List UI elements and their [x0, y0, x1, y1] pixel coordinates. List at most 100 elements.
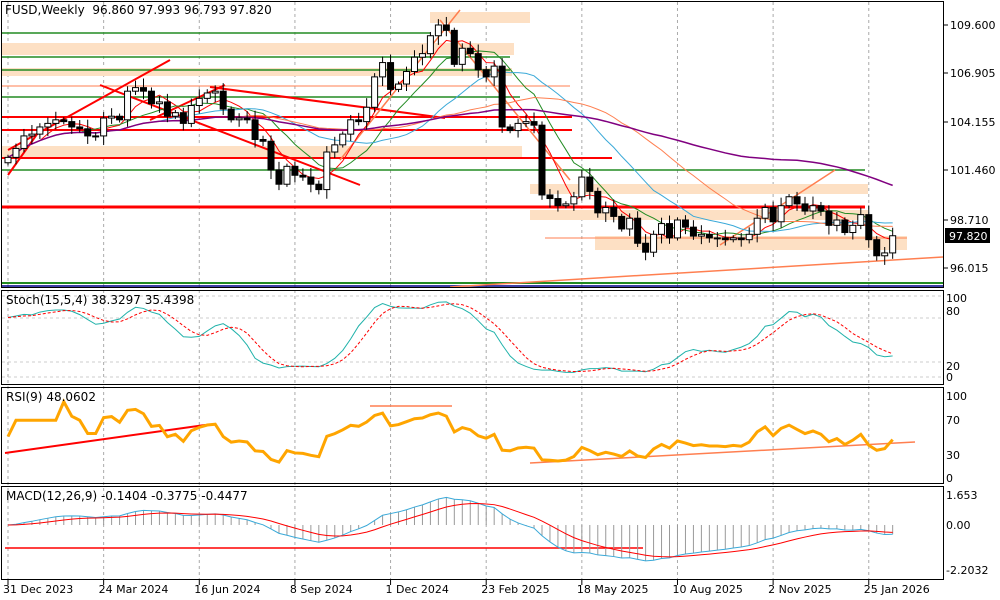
- bull-candle: [395, 83, 403, 90]
- indicator-tick-label: 0.00: [946, 519, 971, 532]
- close-value: 97.820: [229, 3, 272, 17]
- bear-candle: [68, 121, 76, 128]
- bear-candle: [179, 112, 187, 124]
- bear-candle: [84, 128, 92, 137]
- indicator-tick-label: 20: [946, 360, 960, 373]
- bull-candle: [458, 47, 466, 65]
- bear-candle: [554, 198, 562, 207]
- stoch-signal: 35.4398: [144, 293, 195, 307]
- indicator-tick-label: 1.653: [946, 489, 978, 502]
- bull-candle: [4, 156, 12, 164]
- bull-candle: [745, 233, 753, 241]
- macd-value: -0.1404: [100, 489, 148, 503]
- bull-candle: [339, 133, 347, 146]
- bull-candle: [379, 62, 387, 78]
- stoch-main-line: [7, 301, 893, 373]
- bull-candle: [283, 165, 291, 185]
- bull-candle: [347, 119, 355, 135]
- bull-candle: [889, 235, 897, 254]
- bear-candle: [873, 239, 881, 257]
- bear-candle: [817, 205, 825, 212]
- bear-candle: [482, 69, 490, 78]
- bull-candle: [203, 92, 211, 99]
- bull-candle: [761, 206, 769, 219]
- macd-hist: -0.4477: [201, 489, 248, 503]
- bull-candle: [849, 224, 857, 234]
- bear-candle: [498, 65, 506, 128]
- bull-candle: [28, 133, 36, 137]
- bear-candle: [299, 174, 307, 178]
- bear-candle: [506, 126, 514, 132]
- ma-long: [7, 108, 893, 187]
- bull-candle: [857, 214, 865, 226]
- macd-signal-line: [7, 503, 893, 558]
- bear-candle: [618, 215, 626, 230]
- stoch-label: Stoch(15,5,4): [6, 293, 88, 307]
- bull-candle: [418, 53, 426, 58]
- indicator-tick-label: 100: [946, 292, 967, 305]
- bull-candle: [108, 115, 116, 119]
- time-tick-label: 1 Dec 2024: [386, 583, 449, 596]
- bear-candle: [681, 219, 689, 228]
- time-tick-label: 23 Feb 2025: [481, 583, 549, 596]
- bear-candle: [538, 124, 546, 196]
- time-tick-label: 8 Sep 2024: [290, 583, 353, 596]
- bear-candle: [267, 140, 275, 171]
- bear-candle: [315, 183, 323, 191]
- bull-candle: [562, 203, 570, 207]
- time-tick-label: 2 Nov 2025: [768, 583, 831, 596]
- bear-candle: [243, 117, 251, 121]
- bear-candle: [666, 223, 674, 239]
- time-tick-label: 16 Jun 2024: [194, 583, 260, 596]
- macd-label: MACD(12,26,9): [6, 489, 98, 503]
- bull-candle: [132, 87, 140, 92]
- bear-candle: [291, 165, 299, 176]
- bull-candle: [809, 205, 817, 212]
- time-axis: 31 Dec 2023 24 Mar 2024 16 Jun 2024 8 Sep 2…: [3, 580, 930, 596]
- price-tick-label: 101.460: [950, 164, 996, 177]
- bull-candle: [195, 97, 203, 107]
- bull-candle: [570, 196, 578, 205]
- chart-header: FUSD,Weekly 96.860 97.993 96.793 97.820: [5, 3, 272, 17]
- support-resistance-zones: [2, 12, 943, 287]
- bear-candle: [634, 217, 642, 244]
- symbol-timeframe: FUSD,Weekly: [5, 3, 85, 17]
- open-value: 96.860: [92, 3, 135, 17]
- bull-candle: [235, 117, 243, 121]
- indicator-lines: [4, 301, 916, 562]
- bull-candle: [753, 217, 761, 235]
- price-tick-label: 96.015: [950, 262, 989, 275]
- bull-candle: [323, 151, 331, 191]
- rsi-value: 48.0602: [46, 390, 96, 404]
- bull-candle: [100, 117, 108, 137]
- bull-candle: [44, 122, 52, 128]
- bull-candle: [514, 122, 522, 132]
- bull-candle: [187, 105, 195, 124]
- bull-candle: [124, 90, 132, 121]
- time-tick-label: 18 May 2025: [577, 583, 649, 596]
- rsi-label: RSI(9): [6, 390, 43, 404]
- bear-candle: [546, 194, 554, 200]
- indicator-tick-label: 30: [946, 449, 960, 462]
- bear-candle: [116, 115, 124, 121]
- ma-medium: [7, 50, 893, 236]
- price-tick-label: 104.155: [950, 116, 996, 129]
- bear-candle: [251, 119, 259, 140]
- current-price: 97.820: [949, 230, 988, 243]
- candles: [4, 16, 897, 265]
- low-value: 96.793: [183, 3, 226, 17]
- bear-candle: [307, 176, 315, 185]
- rsi-header: RSI(9) 48.0602: [6, 390, 96, 404]
- bull-candle: [211, 90, 219, 94]
- bear-candle: [147, 90, 155, 105]
- bear-candle: [793, 196, 801, 205]
- bear-candle: [705, 233, 713, 239]
- bull-candle: [331, 144, 339, 153]
- bull-candle: [490, 65, 498, 78]
- bear-candle: [769, 206, 777, 223]
- indicator-tick-label: 70: [946, 414, 960, 427]
- price-tick-label: 106.905: [950, 67, 996, 80]
- bear-candle: [450, 29, 458, 65]
- moving-averages: [7, 39, 893, 241]
